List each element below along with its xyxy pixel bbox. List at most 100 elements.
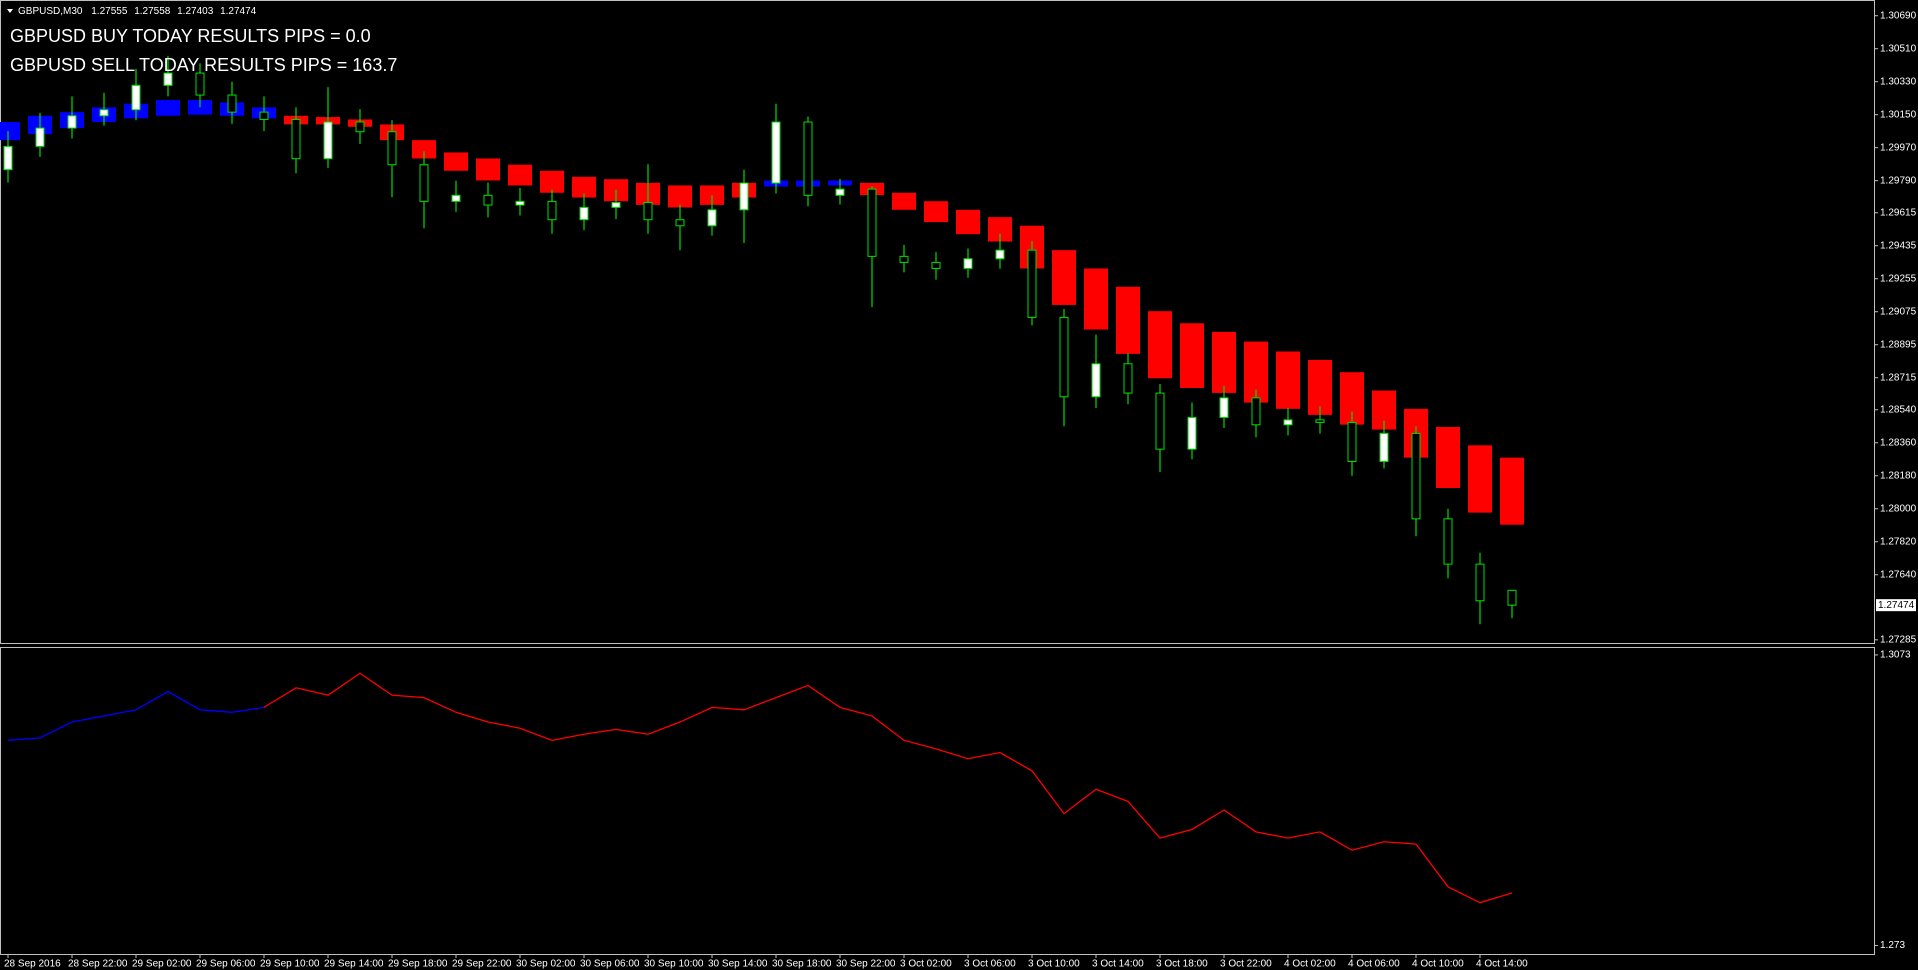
candle-body	[355, 121, 365, 133]
candle-body	[707, 209, 717, 227]
current-price-box	[1876, 599, 1916, 612]
band-bar	[540, 170, 564, 193]
y-tick-label: 1.29790	[1880, 175, 1917, 186]
x-tick-label: 30 Sep 14:00	[708, 959, 768, 970]
candle-body	[963, 258, 973, 269]
indicator-line	[263, 672, 1513, 904]
band-bar	[1308, 359, 1332, 415]
y-tick-label: 1.28715	[1880, 372, 1917, 383]
band-bar	[476, 158, 500, 181]
header-low: 1.27403	[177, 6, 214, 17]
band-bar	[508, 164, 532, 186]
y-tick-label: 1.273	[1880, 940, 1905, 951]
candle-body	[323, 121, 333, 160]
candle-body	[931, 261, 941, 269]
candle-body	[99, 109, 109, 117]
band-bar	[572, 176, 596, 198]
candle-body	[291, 118, 301, 160]
band-bar	[412, 140, 436, 159]
y-tick-label: 1.28180	[1880, 470, 1917, 481]
symbol: GBPUSD,M30	[18, 6, 83, 17]
band-bar	[1276, 351, 1300, 409]
candle-body	[1379, 432, 1389, 462]
y-tick-label: 1.30510	[1880, 43, 1917, 54]
band-bar	[1084, 268, 1108, 330]
candle-body	[419, 164, 429, 202]
y-tick-label: 1.27285	[1880, 634, 1917, 645]
current-price-label: 1.27474	[1878, 600, 1915, 611]
band-bar	[1180, 323, 1204, 388]
y-tick-label: 1.29075	[1880, 306, 1917, 317]
candle-body	[1187, 416, 1197, 450]
y-tick-label: 1.30150	[1880, 109, 1917, 120]
candle-body	[259, 111, 269, 120]
band-bar	[700, 185, 724, 205]
candle-body	[1251, 397, 1261, 426]
x-tick-label: 30 Sep 22:00	[836, 959, 896, 970]
x-tick-label: 30 Sep 10:00	[644, 959, 704, 970]
candle-body	[611, 201, 621, 208]
x-tick-label: 3 Oct 22:00	[1220, 959, 1272, 970]
y-tick-label: 1.28540	[1880, 404, 1917, 415]
y-tick-label: 1.29435	[1880, 240, 1917, 251]
header-close: 1.27474	[220, 6, 257, 17]
header-open: 1.27555	[91, 6, 128, 17]
candle-body	[1283, 419, 1293, 426]
main-pane-border	[0, 0, 1875, 644]
candle-body	[643, 201, 653, 221]
candle-body	[131, 84, 141, 111]
candle-body	[1155, 392, 1165, 450]
x-tick-label: 4 Oct 14:00	[1476, 959, 1528, 970]
header-high: 1.27558	[134, 6, 171, 17]
x-tick-label: 29 Sep 14:00	[324, 959, 384, 970]
x-tick-label: 29 Sep 02:00	[132, 959, 192, 970]
x-tick-label: 30 Sep 06:00	[580, 959, 640, 970]
candle-body	[1219, 397, 1229, 418]
candle-body	[1507, 589, 1517, 606]
x-tick-label: 29 Sep 06:00	[196, 959, 256, 970]
candle-body	[451, 194, 461, 202]
candle-body	[1315, 419, 1325, 423]
x-tick-label: 3 Oct 14:00	[1092, 959, 1144, 970]
candle-body	[1123, 363, 1133, 394]
band-bar	[1436, 427, 1460, 489]
band-bar	[956, 209, 980, 235]
candle-body	[227, 94, 237, 113]
band-bar	[156, 100, 180, 116]
y-tick-label: 1.27640	[1880, 569, 1917, 580]
candle-body	[67, 115, 77, 129]
candle-body	[579, 206, 589, 221]
x-tick-label: 28 Sep 22:00	[68, 959, 128, 970]
candle-body	[163, 72, 173, 86]
x-tick-label: 29 Sep 10:00	[260, 959, 320, 970]
band-bar	[444, 152, 468, 171]
x-tick-label: 4 Oct 02:00	[1284, 959, 1336, 970]
candle-body	[387, 131, 397, 166]
candle-body	[803, 121, 813, 196]
candle-body	[1475, 563, 1485, 602]
x-tick-label: 28 Sep 2016	[4, 959, 61, 970]
x-tick-label: 29 Sep 22:00	[452, 959, 512, 970]
y-tick-label: 1.27820	[1880, 536, 1917, 547]
candle-body	[899, 255, 909, 263]
indicator-line	[7, 690, 265, 741]
candle-body	[547, 200, 557, 221]
candle-body	[739, 182, 749, 211]
x-tick-label: 3 Oct 10:00	[1028, 959, 1080, 970]
candle-body	[1411, 432, 1421, 520]
band-bar	[924, 201, 948, 223]
collapse-icon[interactable]	[7, 9, 13, 13]
y-tick-label: 1.29615	[1880, 207, 1917, 218]
candle-body	[1059, 316, 1069, 398]
candle-body	[195, 72, 205, 96]
x-tick-label: 3 Oct 06:00	[964, 959, 1016, 970]
symbol-header: GBPUSD,M30 1.27555 1.27558 1.27403 1.274…	[18, 6, 257, 17]
band-bar	[892, 192, 916, 210]
band-bar	[1052, 250, 1076, 305]
candle-body	[483, 194, 493, 206]
band-bar	[1212, 331, 1236, 393]
candle-body	[771, 121, 781, 184]
